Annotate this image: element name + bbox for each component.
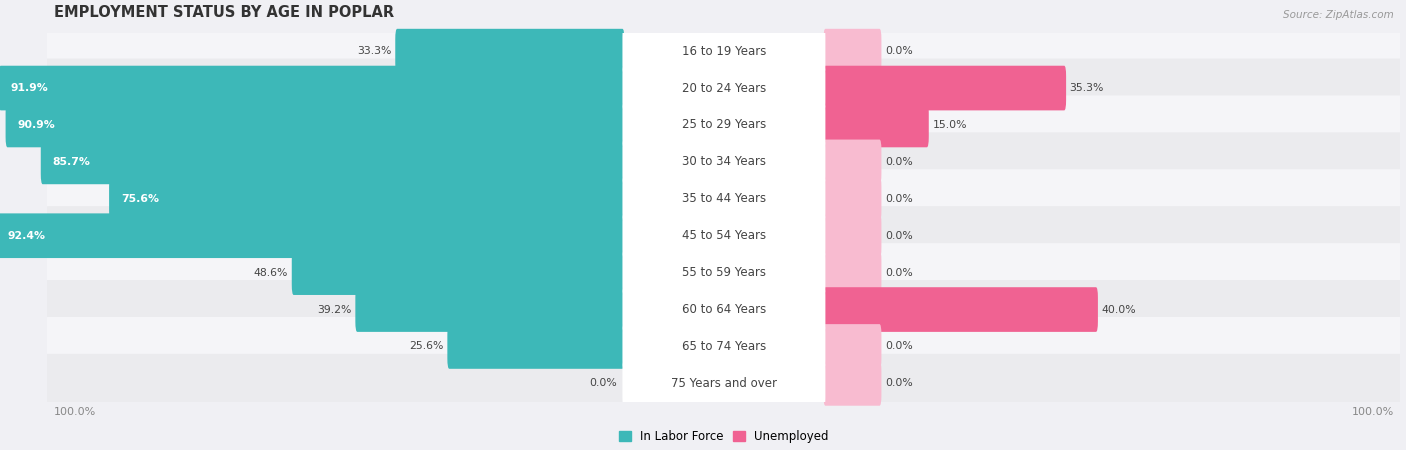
Text: 75 Years and over: 75 Years and over bbox=[671, 377, 778, 390]
FancyBboxPatch shape bbox=[6, 103, 624, 147]
FancyBboxPatch shape bbox=[623, 102, 825, 148]
Text: 45 to 54 Years: 45 to 54 Years bbox=[682, 229, 766, 242]
FancyBboxPatch shape bbox=[447, 324, 624, 369]
FancyBboxPatch shape bbox=[623, 212, 825, 259]
Text: 0.0%: 0.0% bbox=[884, 378, 912, 388]
FancyBboxPatch shape bbox=[824, 140, 882, 184]
FancyBboxPatch shape bbox=[623, 176, 825, 222]
FancyBboxPatch shape bbox=[824, 324, 882, 369]
Text: 15.0%: 15.0% bbox=[932, 120, 967, 130]
Text: 30 to 34 Years: 30 to 34 Years bbox=[682, 155, 766, 168]
Text: 90.9%: 90.9% bbox=[18, 120, 55, 130]
Text: 0.0%: 0.0% bbox=[884, 194, 912, 204]
Text: 48.6%: 48.6% bbox=[254, 268, 288, 278]
Text: 40.0%: 40.0% bbox=[1101, 305, 1136, 315]
FancyBboxPatch shape bbox=[45, 22, 1402, 81]
Text: Source: ZipAtlas.com: Source: ZipAtlas.com bbox=[1282, 10, 1393, 20]
FancyBboxPatch shape bbox=[623, 65, 825, 112]
Text: 35.3%: 35.3% bbox=[1070, 83, 1104, 93]
Text: EMPLOYMENT STATUS BY AGE IN POPLAR: EMPLOYMENT STATUS BY AGE IN POPLAR bbox=[55, 5, 394, 20]
FancyBboxPatch shape bbox=[824, 287, 1098, 332]
Text: 100.0%: 100.0% bbox=[55, 407, 97, 417]
Text: 25.6%: 25.6% bbox=[409, 342, 444, 351]
FancyBboxPatch shape bbox=[45, 280, 1402, 339]
FancyBboxPatch shape bbox=[395, 29, 624, 73]
FancyBboxPatch shape bbox=[623, 286, 825, 333]
FancyBboxPatch shape bbox=[824, 250, 882, 295]
FancyBboxPatch shape bbox=[623, 28, 825, 75]
Text: 25 to 29 Years: 25 to 29 Years bbox=[682, 118, 766, 131]
FancyBboxPatch shape bbox=[623, 323, 825, 370]
FancyBboxPatch shape bbox=[45, 132, 1402, 191]
FancyBboxPatch shape bbox=[824, 361, 882, 406]
FancyBboxPatch shape bbox=[0, 66, 624, 110]
Text: 65 to 74 Years: 65 to 74 Years bbox=[682, 340, 766, 353]
FancyBboxPatch shape bbox=[41, 140, 624, 184]
FancyBboxPatch shape bbox=[0, 213, 624, 258]
Text: 35 to 44 Years: 35 to 44 Years bbox=[682, 192, 766, 205]
FancyBboxPatch shape bbox=[824, 213, 882, 258]
FancyBboxPatch shape bbox=[824, 103, 929, 147]
Text: 100.0%: 100.0% bbox=[1351, 407, 1393, 417]
Text: 20 to 24 Years: 20 to 24 Years bbox=[682, 81, 766, 94]
Text: 0.0%: 0.0% bbox=[884, 231, 912, 241]
FancyBboxPatch shape bbox=[623, 139, 825, 185]
Text: 39.2%: 39.2% bbox=[318, 305, 352, 315]
FancyBboxPatch shape bbox=[45, 58, 1402, 117]
FancyBboxPatch shape bbox=[45, 317, 1402, 376]
FancyBboxPatch shape bbox=[623, 249, 825, 296]
Text: 85.7%: 85.7% bbox=[53, 157, 90, 167]
FancyBboxPatch shape bbox=[292, 250, 624, 295]
FancyBboxPatch shape bbox=[356, 287, 624, 332]
Text: 75.6%: 75.6% bbox=[121, 194, 159, 204]
Legend: In Labor Force, Unemployed: In Labor Force, Unemployed bbox=[614, 425, 834, 448]
Text: 0.0%: 0.0% bbox=[589, 378, 617, 388]
Text: 16 to 19 Years: 16 to 19 Years bbox=[682, 45, 766, 58]
Text: 91.9%: 91.9% bbox=[11, 83, 49, 93]
Text: 92.4%: 92.4% bbox=[7, 231, 45, 241]
FancyBboxPatch shape bbox=[45, 95, 1402, 154]
FancyBboxPatch shape bbox=[824, 29, 882, 73]
Text: 0.0%: 0.0% bbox=[884, 342, 912, 351]
FancyBboxPatch shape bbox=[824, 176, 882, 221]
FancyBboxPatch shape bbox=[45, 206, 1402, 265]
FancyBboxPatch shape bbox=[45, 243, 1402, 302]
FancyBboxPatch shape bbox=[45, 354, 1402, 413]
FancyBboxPatch shape bbox=[623, 360, 825, 407]
FancyBboxPatch shape bbox=[824, 66, 1066, 110]
FancyBboxPatch shape bbox=[110, 176, 624, 221]
Text: 60 to 64 Years: 60 to 64 Years bbox=[682, 303, 766, 316]
FancyBboxPatch shape bbox=[45, 169, 1402, 228]
Text: 0.0%: 0.0% bbox=[884, 157, 912, 167]
Text: 55 to 59 Years: 55 to 59 Years bbox=[682, 266, 766, 279]
Text: 33.3%: 33.3% bbox=[357, 46, 392, 56]
Text: 0.0%: 0.0% bbox=[884, 268, 912, 278]
Text: 0.0%: 0.0% bbox=[884, 46, 912, 56]
